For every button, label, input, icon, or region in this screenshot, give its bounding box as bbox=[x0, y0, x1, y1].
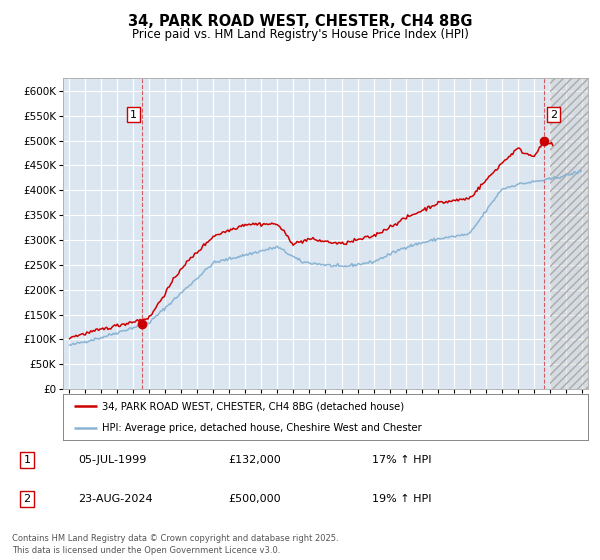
Text: £500,000: £500,000 bbox=[228, 494, 281, 504]
Text: 1: 1 bbox=[130, 110, 137, 120]
Bar bbox=[550, 78, 588, 389]
Bar bbox=[550, 78, 588, 389]
Text: 34, PARK ROAD WEST, CHESTER, CH4 8BG: 34, PARK ROAD WEST, CHESTER, CH4 8BG bbox=[128, 14, 472, 29]
Text: Contains HM Land Registry data © Crown copyright and database right 2025.
This d: Contains HM Land Registry data © Crown c… bbox=[12, 534, 338, 555]
Text: 34, PARK ROAD WEST, CHESTER, CH4 8BG (detached house): 34, PARK ROAD WEST, CHESTER, CH4 8BG (de… bbox=[103, 401, 404, 411]
Text: 17% ↑ HPI: 17% ↑ HPI bbox=[372, 455, 431, 465]
Text: 2: 2 bbox=[23, 494, 31, 504]
Text: 2: 2 bbox=[550, 110, 557, 120]
Text: HPI: Average price, detached house, Cheshire West and Chester: HPI: Average price, detached house, Ches… bbox=[103, 423, 422, 433]
Text: £132,000: £132,000 bbox=[228, 455, 281, 465]
Text: 1: 1 bbox=[23, 455, 31, 465]
Text: 23-AUG-2024: 23-AUG-2024 bbox=[78, 494, 152, 504]
Text: Price paid vs. HM Land Registry's House Price Index (HPI): Price paid vs. HM Land Registry's House … bbox=[131, 28, 469, 41]
Text: 19% ↑ HPI: 19% ↑ HPI bbox=[372, 494, 431, 504]
Text: 05-JUL-1999: 05-JUL-1999 bbox=[78, 455, 146, 465]
